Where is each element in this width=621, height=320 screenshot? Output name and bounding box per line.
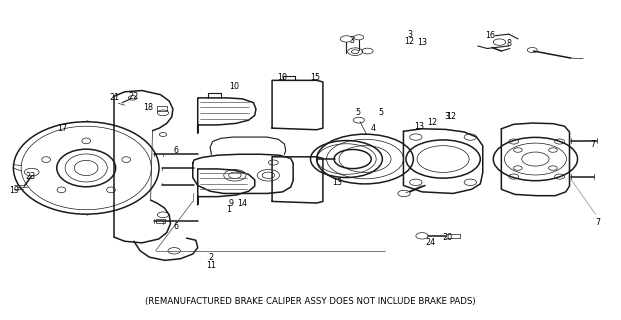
Text: 3: 3	[350, 36, 355, 45]
Text: 3: 3	[444, 112, 450, 121]
Text: 4: 4	[371, 124, 376, 133]
Text: 10: 10	[229, 82, 238, 91]
Text: 5: 5	[379, 108, 384, 117]
Text: 6: 6	[173, 222, 179, 231]
Text: 20: 20	[442, 233, 453, 242]
Text: (REMANUFACTURED BRAKE CALIPER ASSY DOES NOT INCLUDE BRAKE PADS): (REMANUFACTURED BRAKE CALIPER ASSY DOES …	[145, 297, 476, 306]
Text: 21: 21	[109, 93, 119, 102]
Text: 1: 1	[226, 205, 231, 214]
Text: 19: 19	[9, 186, 19, 195]
Text: 8: 8	[506, 39, 511, 48]
Text: 22: 22	[128, 92, 138, 101]
Text: 12: 12	[404, 37, 415, 46]
Text: 9: 9	[229, 198, 233, 207]
Text: 6: 6	[173, 146, 179, 155]
Text: 3: 3	[407, 30, 412, 39]
Text: 7: 7	[596, 218, 601, 227]
Text: 13: 13	[417, 38, 427, 47]
Text: 2: 2	[209, 253, 214, 262]
Text: 5: 5	[355, 108, 360, 117]
Text: 14: 14	[237, 198, 247, 207]
Text: 13: 13	[332, 178, 342, 187]
Text: 24: 24	[425, 238, 435, 247]
Text: 12: 12	[427, 118, 438, 127]
Text: 16: 16	[485, 31, 495, 40]
Text: 7: 7	[591, 140, 596, 149]
Text: 11: 11	[206, 261, 216, 270]
Text: 12: 12	[446, 112, 456, 121]
Text: 13: 13	[415, 122, 425, 131]
Text: 15: 15	[310, 73, 320, 82]
Text: 18: 18	[143, 103, 153, 112]
Text: 10: 10	[277, 73, 287, 82]
Text: 17: 17	[58, 124, 68, 132]
Text: 23: 23	[25, 172, 35, 181]
